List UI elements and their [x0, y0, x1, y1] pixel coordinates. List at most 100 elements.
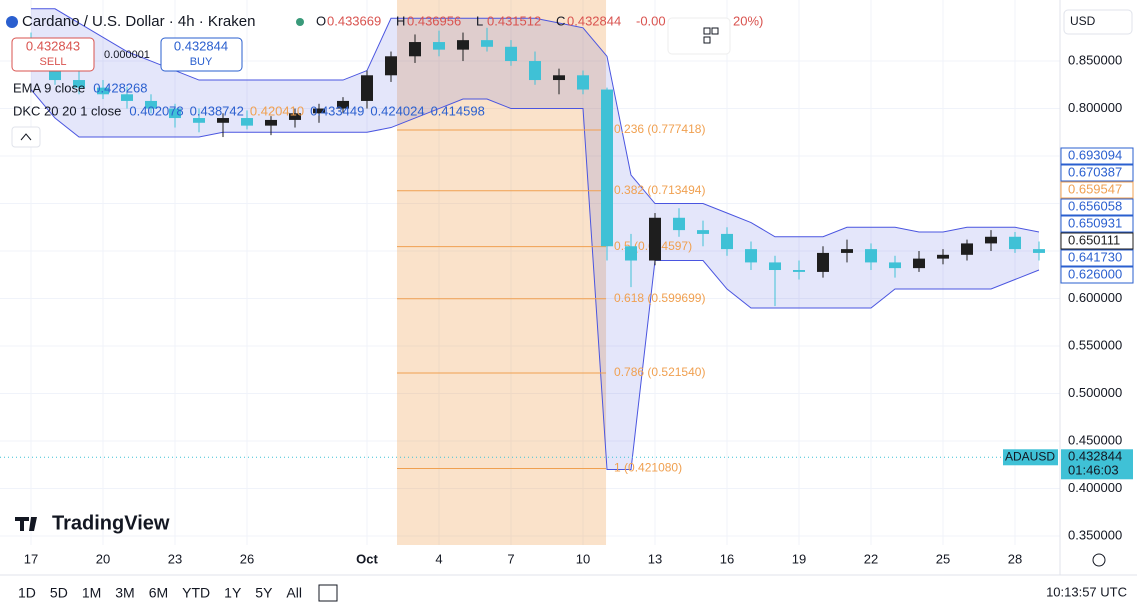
timeframe-button[interactable]: 1D	[18, 585, 36, 601]
currency[interactable]: USD	[1070, 14, 1096, 28]
timeframe-button[interactable]: All	[286, 585, 302, 601]
indicator-name: EMA 9 close	[13, 80, 85, 95]
toolbar	[667, 17, 731, 55]
candle-body	[625, 246, 638, 261]
price-tag-label: 0.693094	[1068, 147, 1122, 162]
fib-region	[397, 0, 607, 545]
buy-price[interactable]: 0.432844	[174, 38, 228, 53]
symbol-tag	[1003, 449, 1058, 466]
date-range-icon[interactable]	[318, 584, 338, 602]
indicator-value: 0.414598	[431, 103, 485, 118]
timeframe-button[interactable]: 3M	[115, 585, 134, 601]
price-tag-label: 0.659547	[1068, 181, 1122, 196]
candle-body	[409, 42, 422, 57]
candle-body	[241, 118, 254, 126]
candle-body	[673, 217, 686, 231]
x-tick-label: 4	[435, 551, 442, 566]
candle-body	[97, 87, 110, 95]
price-tag	[1060, 232, 1134, 250]
currency-select[interactable]	[1063, 9, 1133, 35]
ohlc-value: 0.432844	[567, 13, 621, 28]
y-tick-label: 0.500000	[1068, 385, 1122, 400]
toolbar-icon[interactable]	[703, 36, 711, 44]
timeframe-button[interactable]: 6M	[149, 585, 168, 601]
collapse-button[interactable]	[11, 126, 41, 148]
sell-label[interactable]: SELL	[40, 56, 67, 68]
y-tick-label: 0.350000	[1068, 527, 1122, 542]
y-tick-label: 0.800000	[1068, 100, 1122, 115]
indicator-name: DKC 20 20 1 close	[13, 103, 121, 118]
x-tick-label: 28	[1008, 551, 1022, 566]
price-tag-label: 0.650931	[1068, 215, 1122, 230]
candle-body	[289, 113, 302, 120]
plot: 0.236 (0.777418)0.382 (0.713494)0.5 (0.6…	[0, 0, 1060, 545]
ohlc-key: L	[476, 13, 483, 28]
candle-body	[601, 89, 614, 247]
candle-body	[841, 249, 854, 253]
candle-body	[529, 61, 542, 81]
candle-body	[1033, 249, 1045, 253]
candle-body	[73, 80, 86, 88]
fib-label: 0.786 (0.521540)	[614, 365, 705, 379]
price-tag	[1060, 164, 1134, 182]
clock: 10:13:57 UTC	[1046, 584, 1127, 599]
band-fill	[31, 8, 1039, 470]
candle-body	[505, 46, 518, 62]
x-tick-label: 19	[792, 551, 806, 566]
candle-body	[313, 108, 326, 114]
candle-body	[745, 249, 758, 263]
sell-price[interactable]: 0.432843	[26, 38, 80, 53]
watermark: TradingView	[52, 512, 170, 534]
candle-body	[553, 75, 566, 81]
countdown: 01:46:03	[1068, 463, 1119, 478]
x-tick-label: 17	[24, 551, 38, 566]
last-price-tag	[1061, 449, 1133, 480]
x-tick-label: 23	[168, 551, 182, 566]
price-tag-label: 0.641730	[1068, 249, 1122, 264]
buy-button[interactable]	[160, 37, 243, 72]
candle-body	[457, 40, 470, 50]
ohlc-key: O	[316, 13, 326, 28]
timeframe-button[interactable]: YTD	[182, 585, 210, 601]
candle-body	[649, 217, 662, 261]
candle-body	[217, 118, 230, 123]
indicator-value: 0.433449	[310, 103, 364, 118]
candle-body	[577, 75, 590, 90]
timeframe-button[interactable]: 1Y	[224, 585, 242, 601]
price-tag-label: 0.626000	[1068, 266, 1122, 281]
timeframe-button[interactable]: 5D	[50, 585, 68, 601]
y-tick-label: 0.550000	[1068, 337, 1122, 352]
title: Cardano / U.S. Dollar · 4h · Kraken	[22, 13, 255, 30]
sell-button[interactable]	[11, 37, 95, 72]
change: -0.00	[636, 13, 666, 28]
price-tag	[1060, 266, 1134, 284]
candle-body	[481, 40, 494, 47]
logo-mark	[15, 517, 37, 531]
fib-label: 0.618 (0.599699)	[614, 291, 705, 305]
candle-body	[121, 94, 134, 101]
candle-body	[433, 42, 446, 50]
timeframe-button[interactable]: 5Y	[255, 585, 273, 601]
x-tick-label: Oct	[356, 551, 378, 566]
last-price-label: 0.432844	[1068, 449, 1122, 464]
settings-icon[interactable]	[1092, 553, 1106, 567]
price-tag	[1060, 249, 1134, 267]
price-tag-label: 0.650111	[1068, 232, 1120, 247]
x-tick-label: 25	[936, 551, 950, 566]
candle-body	[937, 254, 950, 259]
ohlc-key: H	[396, 13, 405, 28]
fib-label: 1 (0.421080)	[614, 461, 682, 475]
toolbar-icon[interactable]	[703, 27, 711, 35]
candle-body	[337, 100, 350, 109]
candle-body	[361, 75, 374, 101]
candle-body	[697, 230, 710, 234]
band-upper	[31, 8, 1040, 238]
indicator-value: 0.420410	[250, 103, 304, 118]
toolbar-icon[interactable]	[711, 27, 719, 35]
candle-body	[817, 252, 830, 272]
collapse-icon[interactable]	[20, 133, 32, 141]
candle-body	[169, 108, 182, 119]
buy-label[interactable]: BUY	[190, 56, 213, 68]
timeframe-button[interactable]: 1M	[82, 585, 101, 601]
